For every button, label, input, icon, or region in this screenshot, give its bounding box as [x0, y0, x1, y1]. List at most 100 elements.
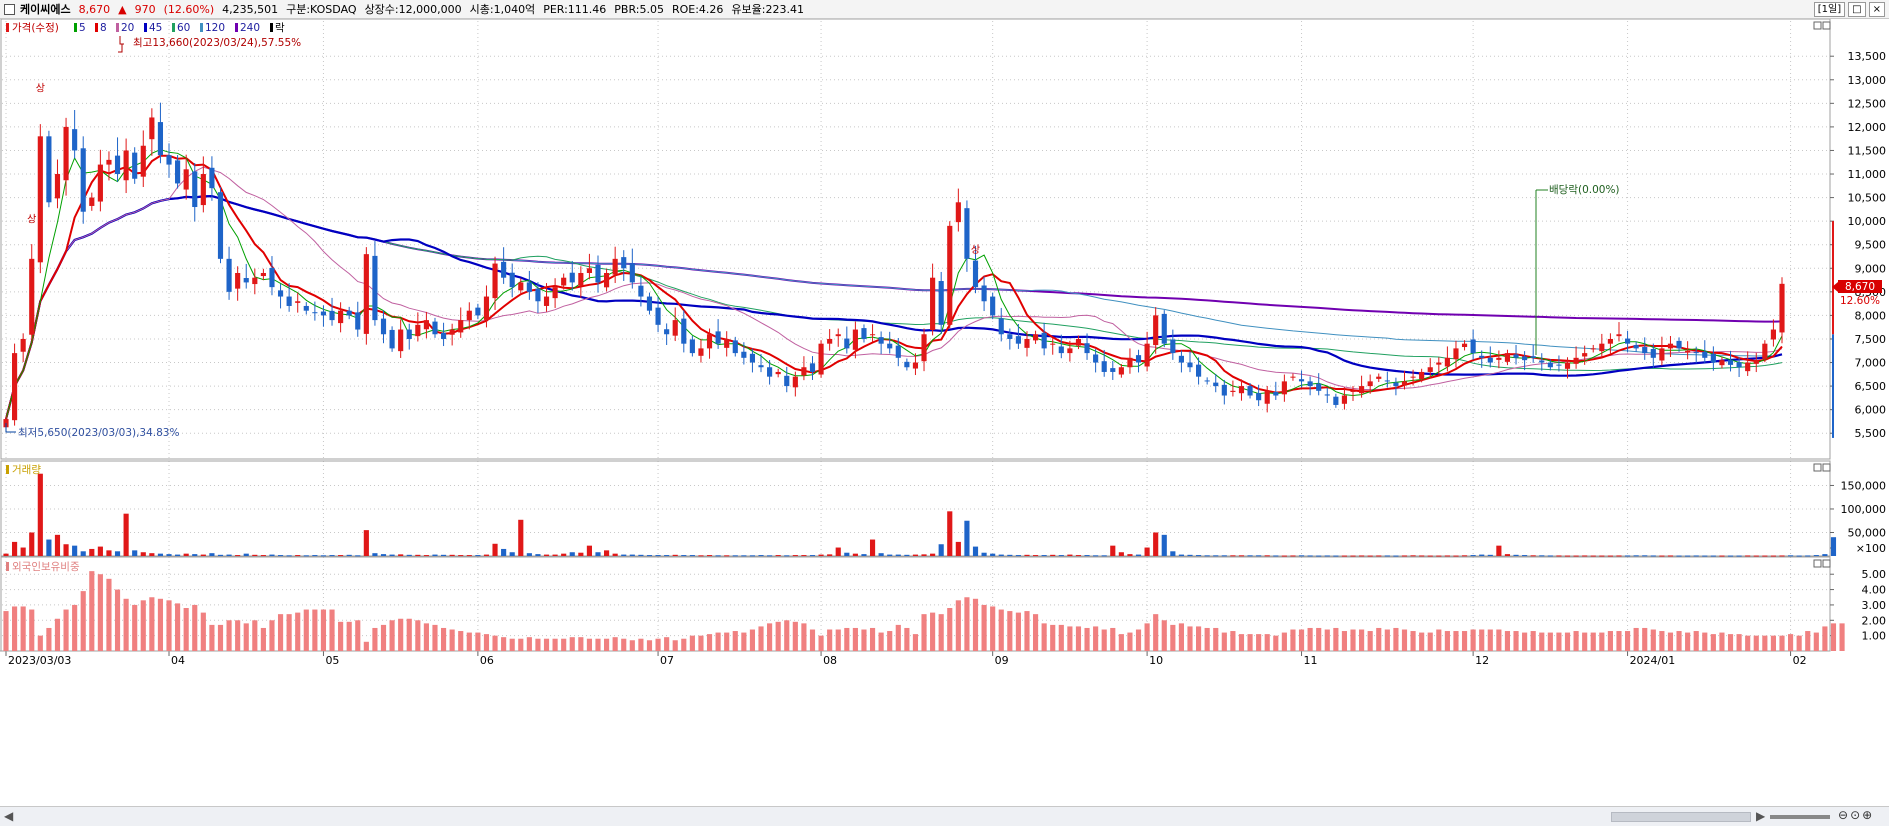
limit-up-marker: 상 — [971, 244, 980, 256]
limit-up-marker: 상 — [27, 214, 36, 226]
foreign-ratio-bar — [1822, 626, 1828, 651]
candle-body — [1419, 371, 1425, 380]
foreign-ratio-bar — [621, 638, 627, 651]
volume-bar — [338, 555, 344, 557]
foreign-ratio-bar — [106, 578, 112, 651]
panel-frame — [0, 460, 1831, 557]
volume-bar — [1788, 555, 1794, 557]
foreign-ratio-bar — [1273, 635, 1279, 651]
candle-body — [586, 268, 592, 273]
candle-body — [1702, 351, 1708, 358]
foreign-ratio-bar — [458, 631, 464, 651]
listed-shares: 상장수:12,000,000 — [364, 3, 462, 16]
candle-body — [1333, 396, 1339, 405]
candle-body — [72, 129, 78, 151]
volume-bar — [3, 553, 9, 556]
candle-body — [1067, 348, 1073, 354]
volume-bar — [912, 554, 919, 556]
volume-bar — [1830, 537, 1837, 556]
foreign-ratio-bar — [1667, 632, 1674, 651]
legend-item-label: 20 — [121, 22, 134, 34]
foreign-tick-label: 3.00 — [1862, 599, 1887, 612]
foreign-ratio-bar — [123, 598, 129, 651]
volume-bar — [1350, 555, 1356, 557]
volume-bar — [1204, 555, 1210, 557]
candle-body — [346, 310, 352, 316]
foreign-ratio-bar — [930, 612, 936, 651]
volume-bar — [964, 520, 970, 556]
volume-bar — [440, 554, 447, 556]
x-tick-label: 07 — [660, 654, 674, 667]
foreign-ratio-bar — [1238, 634, 1245, 651]
volume-bar — [132, 550, 138, 556]
candle-body — [569, 272, 575, 283]
price-tick-label: 12,500 — [1848, 97, 1887, 110]
candle-body — [809, 363, 816, 372]
foreign-ratio-bar — [595, 638, 601, 651]
volume-bar — [664, 555, 670, 557]
scroll-thumb[interactable] — [1611, 812, 1751, 822]
volume-bar — [183, 553, 189, 556]
zoom-in-icon[interactable]: ⊕ — [1862, 808, 1873, 822]
candle-body — [1196, 364, 1202, 377]
x-tick-label: 05 — [325, 654, 339, 667]
volume-bar — [1582, 555, 1588, 557]
stock-chart[interactable]: 가격(수정) 5 8 20 45 60 120 240 락 5,500 6,000 6,500 7,… — [0, 19, 1889, 806]
foreign-ratio-bar — [1479, 629, 1485, 651]
scroll-right-icon[interactable]: ▶ — [1756, 809, 1766, 823]
price-tick-label: 7,500 — [1855, 333, 1887, 346]
volume-bar — [706, 555, 713, 557]
volume-bar — [1719, 555, 1725, 557]
candle-body — [12, 353, 18, 421]
volume-bar — [1727, 555, 1734, 557]
candle-body — [1118, 367, 1124, 375]
zoom-reset-icon[interactable]: ⊙ — [1850, 808, 1861, 822]
candle-body — [543, 296, 550, 306]
foreign-ratio-bar — [295, 612, 301, 651]
candle-body — [1522, 356, 1528, 361]
volume-bar — [192, 554, 198, 556]
volume-bar — [1290, 555, 1296, 557]
legend-swatch — [200, 23, 203, 32]
select-checkbox[interactable] — [4, 3, 15, 15]
foreign-ratio-bar — [749, 629, 756, 651]
volume-bar — [363, 530, 369, 556]
restore-window-icon[interactable]: □ — [1848, 2, 1866, 17]
volume-bar — [1221, 555, 1227, 557]
period-selector[interactable]: [1일] — [1813, 2, 1846, 17]
volume-bar — [1187, 554, 1193, 556]
foreign-ratio-bar — [724, 632, 730, 651]
zoom-slider[interactable] — [1770, 815, 1830, 819]
volume-bar — [1487, 554, 1493, 556]
zoom-out-icon[interactable]: ⊖ — [1838, 808, 1849, 822]
close-icon[interactable]: × — [1868, 2, 1885, 17]
candle-body — [887, 343, 893, 349]
volume-bar — [97, 546, 103, 556]
foreign-ratio-bar — [1556, 632, 1562, 651]
candle-body — [955, 202, 961, 223]
foreign-ratio-bar — [46, 627, 52, 651]
horizontal-scrollbar[interactable]: ◀ ▶ ⊖ ⊙ ⊕ — [0, 806, 1889, 826]
volume-bar — [166, 554, 172, 556]
candle-body — [818, 343, 824, 375]
foreign-ratio-bar — [380, 624, 387, 651]
foreign-ratio-bar — [1719, 632, 1725, 651]
candle-body — [1032, 334, 1039, 341]
foreign-ratio-bar — [449, 629, 455, 651]
candle-body — [1384, 380, 1390, 382]
volume-bar — [252, 554, 258, 556]
volume-bar — [1633, 555, 1639, 557]
volume-bar — [157, 553, 164, 556]
volume-bar — [938, 544, 944, 556]
candle-body — [1393, 382, 1399, 387]
foreign-ratio-bars — [3, 571, 1845, 651]
candle-body — [483, 296, 490, 320]
foreign-ratio-bar — [338, 621, 344, 651]
volume-bar — [1436, 555, 1442, 557]
volume-bar — [260, 555, 266, 557]
volume-bar — [827, 554, 833, 556]
foreign-ratio-bar — [157, 598, 164, 651]
volume-bar — [518, 519, 524, 556]
scroll-left-icon[interactable]: ◀ — [4, 809, 14, 823]
volume-bar — [1050, 554, 1056, 556]
